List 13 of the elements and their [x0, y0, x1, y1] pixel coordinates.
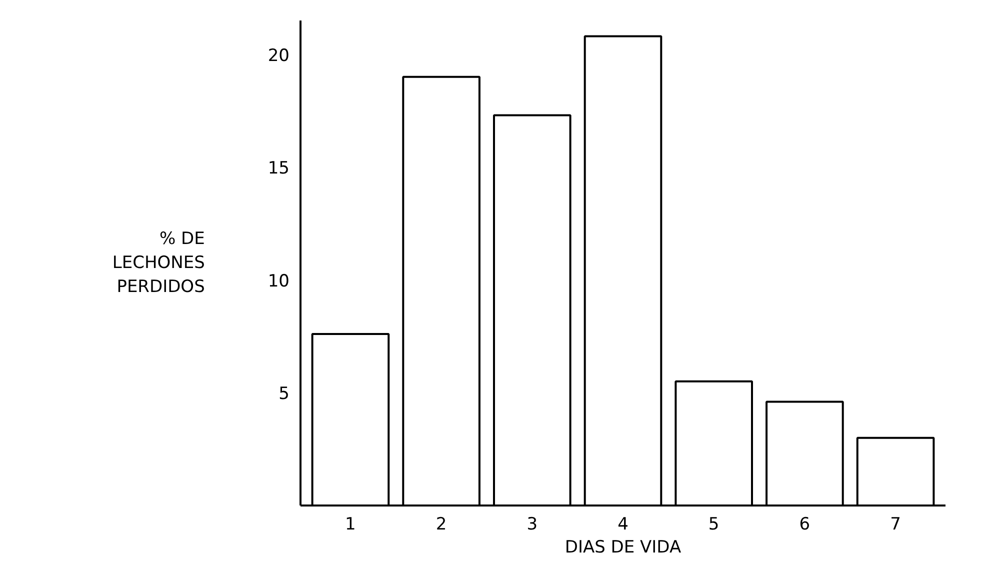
x-tick-label: 7: [890, 514, 901, 534]
y-tick-label: 5: [278, 384, 290, 404]
y-tick-label: 10: [268, 271, 290, 292]
x-axis-title: DIAS DE VIDA: [564, 538, 682, 558]
y-axis-title: % DE LECHONES PERDIDOS: [112, 229, 205, 297]
y-tick-label: 20: [268, 46, 290, 66]
x-tick-label: 5: [708, 514, 720, 534]
x-tick-label: 4: [618, 514, 628, 534]
y-tick-label: 15: [268, 158, 290, 179]
x-tick-label: 1: [345, 514, 356, 534]
x-tick-label: 2: [436, 514, 447, 534]
x-tick-label: 3: [526, 514, 538, 534]
x-tick-label: 6: [799, 514, 810, 534]
